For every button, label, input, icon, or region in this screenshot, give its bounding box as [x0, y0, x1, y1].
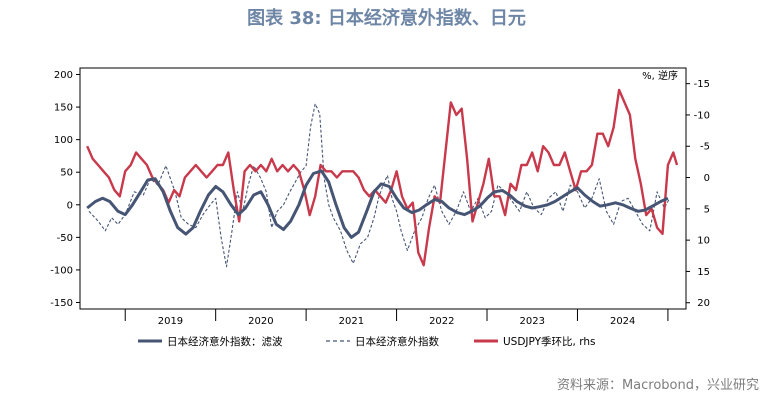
legend-label-smoothed: 日本经济意外指数：滤波 — [167, 335, 283, 348]
x-tick-label: 2020 — [248, 316, 273, 327]
plot-border — [79, 67, 687, 310]
y-left-tick-label: -100 — [50, 265, 73, 276]
x-tick-label: 2023 — [520, 316, 545, 327]
x-axis: 2019 2020 2021 2022 2023 2024 — [124, 309, 669, 327]
y-left-tick-label: 200 — [54, 70, 73, 81]
series-line-raw — [88, 103, 671, 268]
y-left-tick-label: 150 — [54, 103, 73, 114]
y-right-axis: -15 -10 -5 0 5 10 15 20 — [686, 79, 710, 309]
chart-title: 图表 38: 日本经济意外指数、日元 — [247, 8, 526, 29]
source-note: 资料来源：Macrobond，兴业研究 — [556, 378, 759, 393]
y-right-tick-label: -15 — [694, 79, 710, 90]
series-line-usdjpy — [86, 88, 679, 267]
y-right-tick-label: -10 — [694, 110, 710, 121]
y-left-tick-label: 100 — [54, 135, 73, 146]
y-right-tick-label: 20 — [697, 298, 710, 309]
y-right-tick-label: 5 — [704, 204, 710, 215]
y-left-tick-label: 50 — [60, 168, 73, 179]
y-left-axis: 200 150 100 50 0 -50 -100 -150 — [50, 70, 80, 309]
x-tick-label: 2022 — [429, 316, 454, 327]
y-left-tick-label: -150 — [50, 298, 73, 309]
y-right-tick-label: -5 — [700, 142, 710, 153]
legend: 日本经济意外指数：滤波 日本经济意外指数 USDJPY季环比, rhs — [138, 335, 595, 348]
y-left-tick-label: 0 — [67, 200, 73, 211]
y-right-tick-label: 10 — [697, 236, 710, 247]
y-right-tick-label: 0 — [704, 173, 710, 184]
x-tick-label: 2024 — [610, 316, 635, 327]
legend-label-raw: 日本经济意外指数 — [355, 335, 439, 348]
right-axis-unit-label: %, 逆序 — [642, 69, 678, 82]
series-layer — [86, 88, 679, 268]
plot-frame — [79, 67, 687, 310]
series-line-smoothed — [86, 169, 669, 239]
y-right-tick-label: 15 — [697, 267, 710, 278]
x-tick-label: 2021 — [339, 316, 364, 327]
legend-label-usdjpy: USDJPY季环比, rhs — [503, 335, 595, 348]
y-left-tick-label: -50 — [57, 233, 73, 244]
x-tick-label: 2019 — [158, 316, 183, 327]
